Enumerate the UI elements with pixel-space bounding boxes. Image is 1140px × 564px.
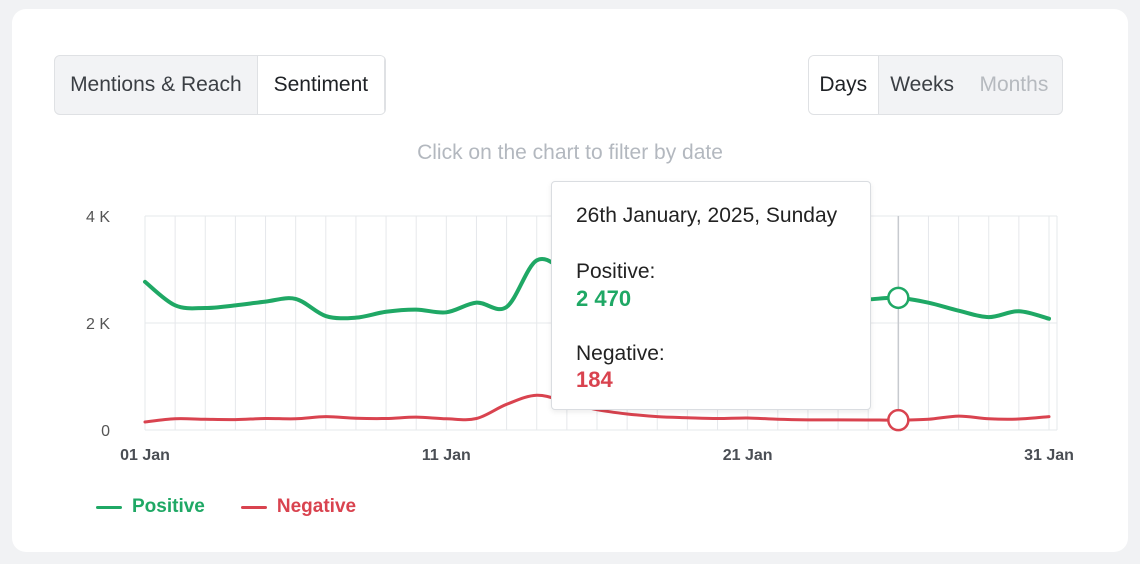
tooltip-negative-value: 184 xyxy=(576,367,613,392)
tab-mentions-reach[interactable]: Mentions & Reach xyxy=(70,73,242,96)
tab-sentiment[interactable]: Sentiment xyxy=(256,56,385,114)
legend-negative[interactable]: Negative xyxy=(240,496,357,518)
chart-hint: Click on the chart to filter by date xyxy=(417,141,723,164)
tooltip-negative-label: Negative: xyxy=(576,342,665,365)
period-days-button[interactable]: Days xyxy=(809,56,879,114)
x-tick-label: 21 Jan xyxy=(723,447,773,464)
period-months-button: Months xyxy=(979,73,1049,96)
y-tick-label: 2 K xyxy=(86,316,110,333)
legend-negative-label: Negative xyxy=(276,496,357,517)
chart-tooltip: 26th January, 2025, Sunday Positive: 2 4… xyxy=(551,181,871,410)
legend-positive-swatch xyxy=(96,505,122,509)
view-toggle: Mentions & Reach Sentiment xyxy=(54,55,386,115)
legend-negative-swatch xyxy=(240,505,267,509)
tooltip-date: 26th January, 2025, Sunday xyxy=(576,204,838,227)
tooltip-positive-value: 2 470 xyxy=(576,286,632,311)
x-tick-label: 31 Jan xyxy=(1024,447,1074,464)
x-tick-label: 01 Jan xyxy=(120,447,170,464)
highlight-point-positive xyxy=(887,286,910,310)
x-tick-label: 11 Jan xyxy=(422,447,471,464)
chart-legend: Positive Negative xyxy=(96,496,356,518)
y-tick-label: 0 xyxy=(101,423,110,440)
period-toggle: Days Weeks Months xyxy=(808,55,1063,115)
tooltip-positive-label: Positive: xyxy=(576,260,656,283)
y-tick-label: 4 K xyxy=(86,209,110,226)
period-weeks-button[interactable]: Weeks xyxy=(890,73,955,96)
highlight-point-negative xyxy=(887,408,910,432)
legend-positive[interactable]: Positive xyxy=(96,496,205,518)
legend-positive-label: Positive xyxy=(132,496,205,517)
